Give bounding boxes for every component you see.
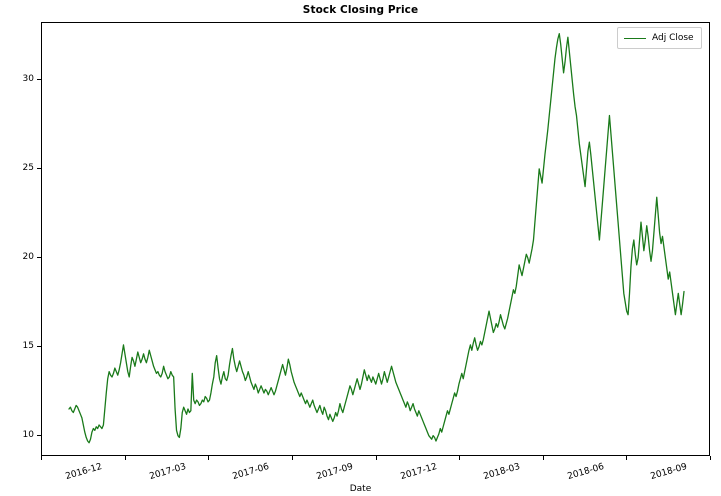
y-tick-label: 15 xyxy=(22,340,34,351)
legend-label-adj-close: Adj Close xyxy=(652,33,694,43)
x-tick-label: 2017-06 xyxy=(231,462,271,482)
x-tick-label: 2017-12 xyxy=(398,462,438,482)
series-line-adj-close xyxy=(68,33,685,444)
y-tick-mark xyxy=(37,256,41,258)
y-tick-mark xyxy=(37,345,41,347)
line-chart-svg xyxy=(68,33,685,444)
x-tick-label: 2017-03 xyxy=(148,462,187,482)
x-tick-label: 2016-12 xyxy=(64,462,104,482)
x-axis-label: Date xyxy=(349,484,372,494)
y-tick-mark xyxy=(37,434,41,436)
x-tick-label: 2018-03 xyxy=(482,462,522,482)
y-tick-label: 20 xyxy=(22,251,34,262)
plot-area xyxy=(41,22,710,456)
legend-line-swatch xyxy=(624,37,646,39)
y-tick-label: 10 xyxy=(22,429,34,440)
x-tick-label: 2017-09 xyxy=(315,462,355,482)
x-tick-label: 2018-06 xyxy=(566,462,606,482)
chart-title: Stock Closing Price xyxy=(302,4,419,16)
y-tick-label: 25 xyxy=(22,162,34,173)
legend-box: Adj Close xyxy=(617,27,702,49)
y-tick-mark xyxy=(37,167,41,169)
x-tick-label: 2018-09 xyxy=(649,462,689,482)
y-tick-mark xyxy=(37,78,41,80)
y-tick-label: 30 xyxy=(22,73,34,84)
